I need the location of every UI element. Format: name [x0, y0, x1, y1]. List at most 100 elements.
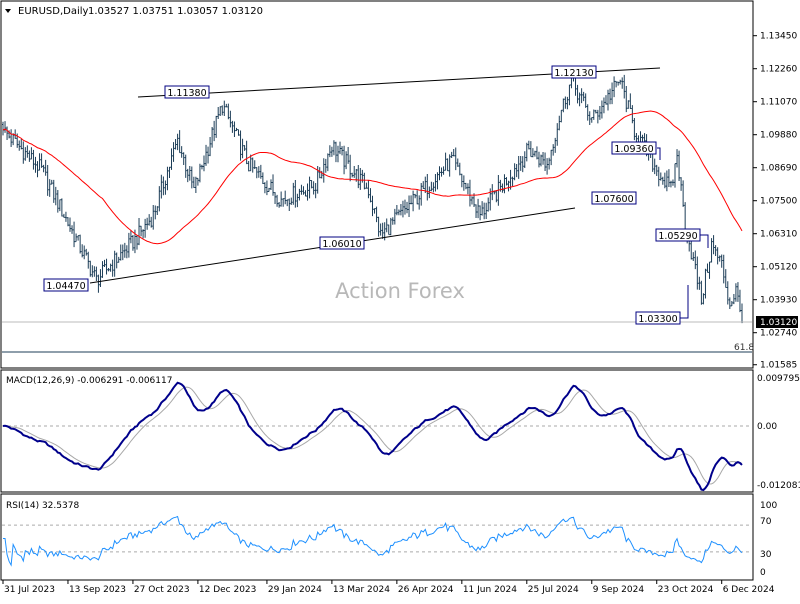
- ohlc-bar: [674, 163, 677, 188]
- ohlc-bar: [604, 95, 607, 105]
- ohlc-bar: [590, 116, 593, 123]
- ohlc-bar: [190, 166, 193, 189]
- ohlc-bar: [318, 167, 321, 179]
- moving-average-line: [2, 110, 743, 245]
- ohlc-bar: [617, 81, 620, 86]
- ohlc-bar: [546, 158, 549, 175]
- ohlc-bar: [160, 174, 163, 199]
- y-tick-label: 1.12260: [760, 65, 797, 75]
- ohlc-bar: [99, 269, 102, 287]
- ohlc-bar: [363, 172, 366, 190]
- x-tick-label: 12 Dec 2023: [199, 585, 257, 595]
- ohlc-bar: [393, 208, 396, 225]
- ohlc-bar: [357, 164, 360, 189]
- ohlc-bar: [164, 180, 167, 195]
- ohlc-bar: [613, 76, 616, 98]
- ohlc-bar: [211, 126, 214, 148]
- ohlc-bar: [267, 187, 270, 192]
- ohlc-bar: [588, 111, 591, 125]
- ohlc-bar: [533, 150, 536, 157]
- ohlc-bar: [227, 103, 230, 120]
- ohlc-bar: [598, 105, 601, 120]
- ohlc-bar: [261, 172, 264, 185]
- ohlc-bar: [397, 209, 400, 216]
- ohlc-bar: [353, 165, 356, 178]
- level-connector: [657, 147, 661, 160]
- ohlc-bar: [184, 154, 187, 178]
- ohlc-bar: [150, 216, 153, 228]
- ohlc-bar: [515, 164, 518, 178]
- ohlc-bar: [269, 179, 272, 190]
- ohlc-bar: [182, 152, 185, 166]
- ohlc-bar: [682, 180, 685, 207]
- ohlc-bar: [77, 235, 80, 241]
- ohlc-bar: [359, 167, 362, 190]
- macd-y-tick-label: 0.00: [757, 422, 777, 432]
- ohlc-bar: [101, 261, 104, 278]
- ohlc-bar: [178, 130, 181, 154]
- ohlc-bar: [708, 261, 711, 279]
- ohlc-bar: [410, 195, 413, 205]
- ohlc-bar: [34, 156, 37, 173]
- ohlc-bar: [4, 121, 7, 133]
- ohlc-bar: [564, 96, 567, 109]
- ohlc-bar: [582, 91, 585, 102]
- ohlc-bar: [389, 217, 392, 236]
- ohlc-bar: [365, 182, 368, 189]
- rsi-line: [3, 515, 743, 567]
- ohlc-bar: [738, 289, 741, 313]
- ohlc-bar: [349, 154, 352, 182]
- ohlc-bar: [180, 146, 183, 158]
- ohlc-bar: [334, 141, 337, 163]
- ohlc-bar: [28, 150, 31, 162]
- ohlc-bar: [60, 198, 63, 217]
- x-tick-label: 25 Jul 2024: [528, 585, 579, 595]
- ohlc-bar: [215, 115, 218, 138]
- ohlc-bar: [594, 109, 597, 114]
- ohlc-bar: [278, 202, 281, 208]
- ohlc-bar: [109, 263, 112, 272]
- ohlc-bar: [127, 232, 130, 258]
- macd-y-tick-label: 0.009795: [757, 374, 800, 384]
- ohlc-bar: [288, 198, 291, 212]
- ohlc-bar: [600, 100, 603, 119]
- ohlc-bar: [531, 148, 534, 158]
- collapse-triangle-icon[interactable]: [5, 9, 11, 13]
- y-tick-label: 1.08690: [760, 164, 797, 174]
- ohlc-bar: [18, 140, 21, 151]
- ohlc-bar: [399, 204, 402, 216]
- ohlc-bar: [487, 197, 490, 212]
- ohlc-bar: [454, 147, 457, 171]
- ohlc-bar: [537, 151, 540, 168]
- ohlc-bar: [22, 141, 25, 164]
- ohlc-bar: [339, 141, 342, 155]
- watermark: Action Forex: [335, 279, 465, 303]
- rsi-y-tick-label: 30: [760, 550, 772, 560]
- ohlc-bar: [395, 205, 398, 216]
- ohlc-bar: [379, 223, 382, 236]
- ohlc-bar: [401, 200, 404, 218]
- ohlc-bar: [243, 145, 246, 151]
- ohlc-bar: [698, 276, 701, 290]
- ohlc-bar: [300, 184, 303, 195]
- price-annotation: 1.09360: [614, 144, 653, 155]
- level-connector: [698, 234, 709, 248]
- ohlc-bar: [566, 96, 569, 110]
- ohlc-bar: [511, 176, 514, 187]
- ohlc-bar: [680, 177, 683, 191]
- ohlc-bar: [221, 105, 224, 116]
- ohlc-bar: [241, 138, 244, 159]
- ohlc-bar: [452, 149, 455, 157]
- ohlc-bar: [481, 201, 484, 216]
- ohlc-bar: [436, 172, 439, 190]
- ohlc-bar: [30, 147, 33, 160]
- ohlc-bar: [406, 201, 409, 214]
- ohlc-bar: [540, 154, 543, 167]
- ohlc-bar: [371, 195, 374, 217]
- y-tick-label: 1.02740: [760, 329, 797, 339]
- ohlc-bar: [255, 167, 258, 179]
- ohlc-bar: [142, 229, 145, 239]
- ohlc-bar: [627, 100, 630, 109]
- ohlc-bar: [519, 156, 522, 171]
